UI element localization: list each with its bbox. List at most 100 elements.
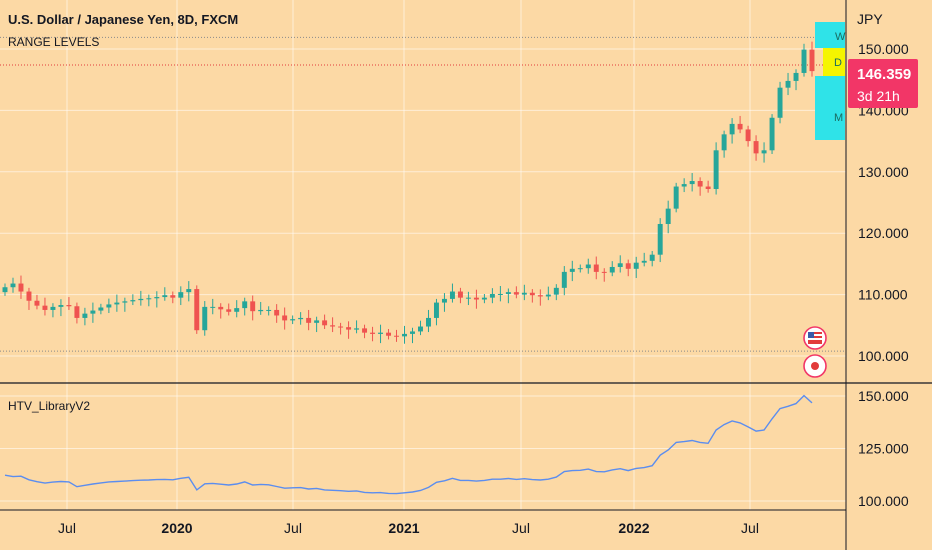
candle-body: [489, 293, 495, 298]
candle-body: [394, 335, 399, 337]
candle-body: [410, 331, 415, 334]
candle-body: [569, 268, 575, 272]
candle-body: [601, 271, 607, 273]
candle-body: [753, 141, 759, 154]
currency-label: JPY: [857, 11, 883, 27]
candle-body: [66, 305, 72, 307]
candle-body: [657, 223, 663, 255]
candle-body: [210, 306, 216, 308]
candle-body: [537, 295, 543, 297]
candle-body: [641, 260, 647, 263]
time-tick-label: Jul: [58, 520, 76, 536]
range-box-w-label: W: [835, 31, 846, 43]
candle-body: [418, 326, 423, 332]
candle-body: [34, 300, 40, 306]
candle-body: [689, 181, 695, 185]
candle-body: [665, 208, 671, 224]
candle-body: [298, 317, 304, 320]
candle-body: [178, 292, 184, 298]
candle-body: [386, 332, 392, 336]
candle-body: [130, 300, 136, 302]
time-tick-label: Jul: [284, 520, 302, 536]
candle-body: [785, 80, 791, 88]
candle-body: [649, 254, 655, 261]
candle-body: [545, 294, 551, 297]
candle-body: [809, 49, 815, 72]
candle-body: [378, 332, 384, 334]
time-tick-label: Jul: [512, 520, 530, 536]
candle-body: [497, 293, 503, 295]
candle-body: [402, 333, 407, 337]
candle-body: [577, 268, 583, 270]
candle-body: [633, 262, 639, 269]
candle-body: [90, 310, 96, 314]
japan-flag-icon[interactable]: [803, 354, 827, 378]
candle-body: [729, 123, 735, 135]
candle-body: [433, 302, 439, 318]
time-tick-label: 2021: [388, 520, 419, 536]
indicator-label[interactable]: RANGE LEVELS: [8, 35, 99, 49]
candle-body: [721, 134, 727, 151]
candle-body: [146, 298, 152, 300]
candle-body: [481, 297, 487, 300]
price-tick-label: 150.000: [858, 41, 909, 57]
candle-body: [505, 292, 511, 294]
candle-body: [18, 283, 24, 292]
candle-body: [553, 287, 559, 295]
candle-body: [50, 306, 56, 310]
range-level-lines: [0, 36, 846, 352]
library-tick-label: 125.000: [858, 441, 909, 457]
candle-body: [42, 305, 48, 310]
candle-body: [330, 325, 336, 327]
chart-title: U.S. Dollar / Japanese Yen, 8D, FXCM: [8, 12, 238, 27]
candlestick-series: [2, 41, 815, 344]
candle-body: [761, 150, 767, 154]
candle-body: [617, 263, 623, 267]
candle-body: [58, 305, 64, 307]
last-price-value: 146.359: [857, 66, 911, 83]
candle-body: [242, 301, 248, 309]
candle-body: [745, 129, 751, 142]
candle-body: [346, 327, 352, 330]
candle-body: [282, 315, 288, 321]
candle-body: [705, 186, 711, 189]
price-tick-label: 130.000: [858, 164, 909, 180]
candle-body: [529, 292, 535, 296]
time-axis[interactable]: Jul 2020 Jul 2021 Jul 2022 Jul: [58, 520, 759, 536]
candle-body: [593, 264, 599, 272]
candle-body: [673, 186, 679, 209]
range-box-m-label: M: [834, 112, 843, 124]
candle-body: [425, 317, 431, 327]
candle-body: [322, 320, 328, 326]
price-tick-label: 100.000: [858, 348, 909, 364]
candle-body: [226, 309, 232, 312]
candle-body: [10, 283, 16, 288]
price-axis-lower[interactable]: 150.000 125.000 100.000: [858, 388, 909, 509]
candle-body: [234, 308, 240, 312]
time-tick-label: 2022: [618, 520, 649, 536]
lower-pane-title[interactable]: HTV_LibraryV2: [8, 399, 90, 413]
candle-body: [266, 309, 272, 311]
candle-body: [561, 271, 567, 288]
candle-body: [354, 328, 360, 330]
candle-body: [274, 309, 280, 316]
candle-body: [106, 304, 112, 308]
library-tick-label: 150.000: [858, 388, 909, 404]
candle-body: [138, 298, 144, 301]
candle-body: [74, 306, 80, 318]
last-price-tag: 146.359 3d 21h: [848, 59, 918, 108]
range-box-m: [815, 76, 845, 140]
candle-body: [306, 317, 312, 323]
us-flag-icon[interactable]: [803, 326, 827, 350]
candle-body: [769, 117, 775, 151]
candle-body: [585, 264, 591, 269]
candle-body: [465, 297, 471, 299]
candle-body: [338, 326, 344, 328]
candle-body: [202, 306, 208, 331]
candle-body: [194, 289, 200, 331]
candle-body: [186, 289, 192, 293]
candle-body: [98, 307, 104, 311]
candle-body: [170, 295, 176, 298]
